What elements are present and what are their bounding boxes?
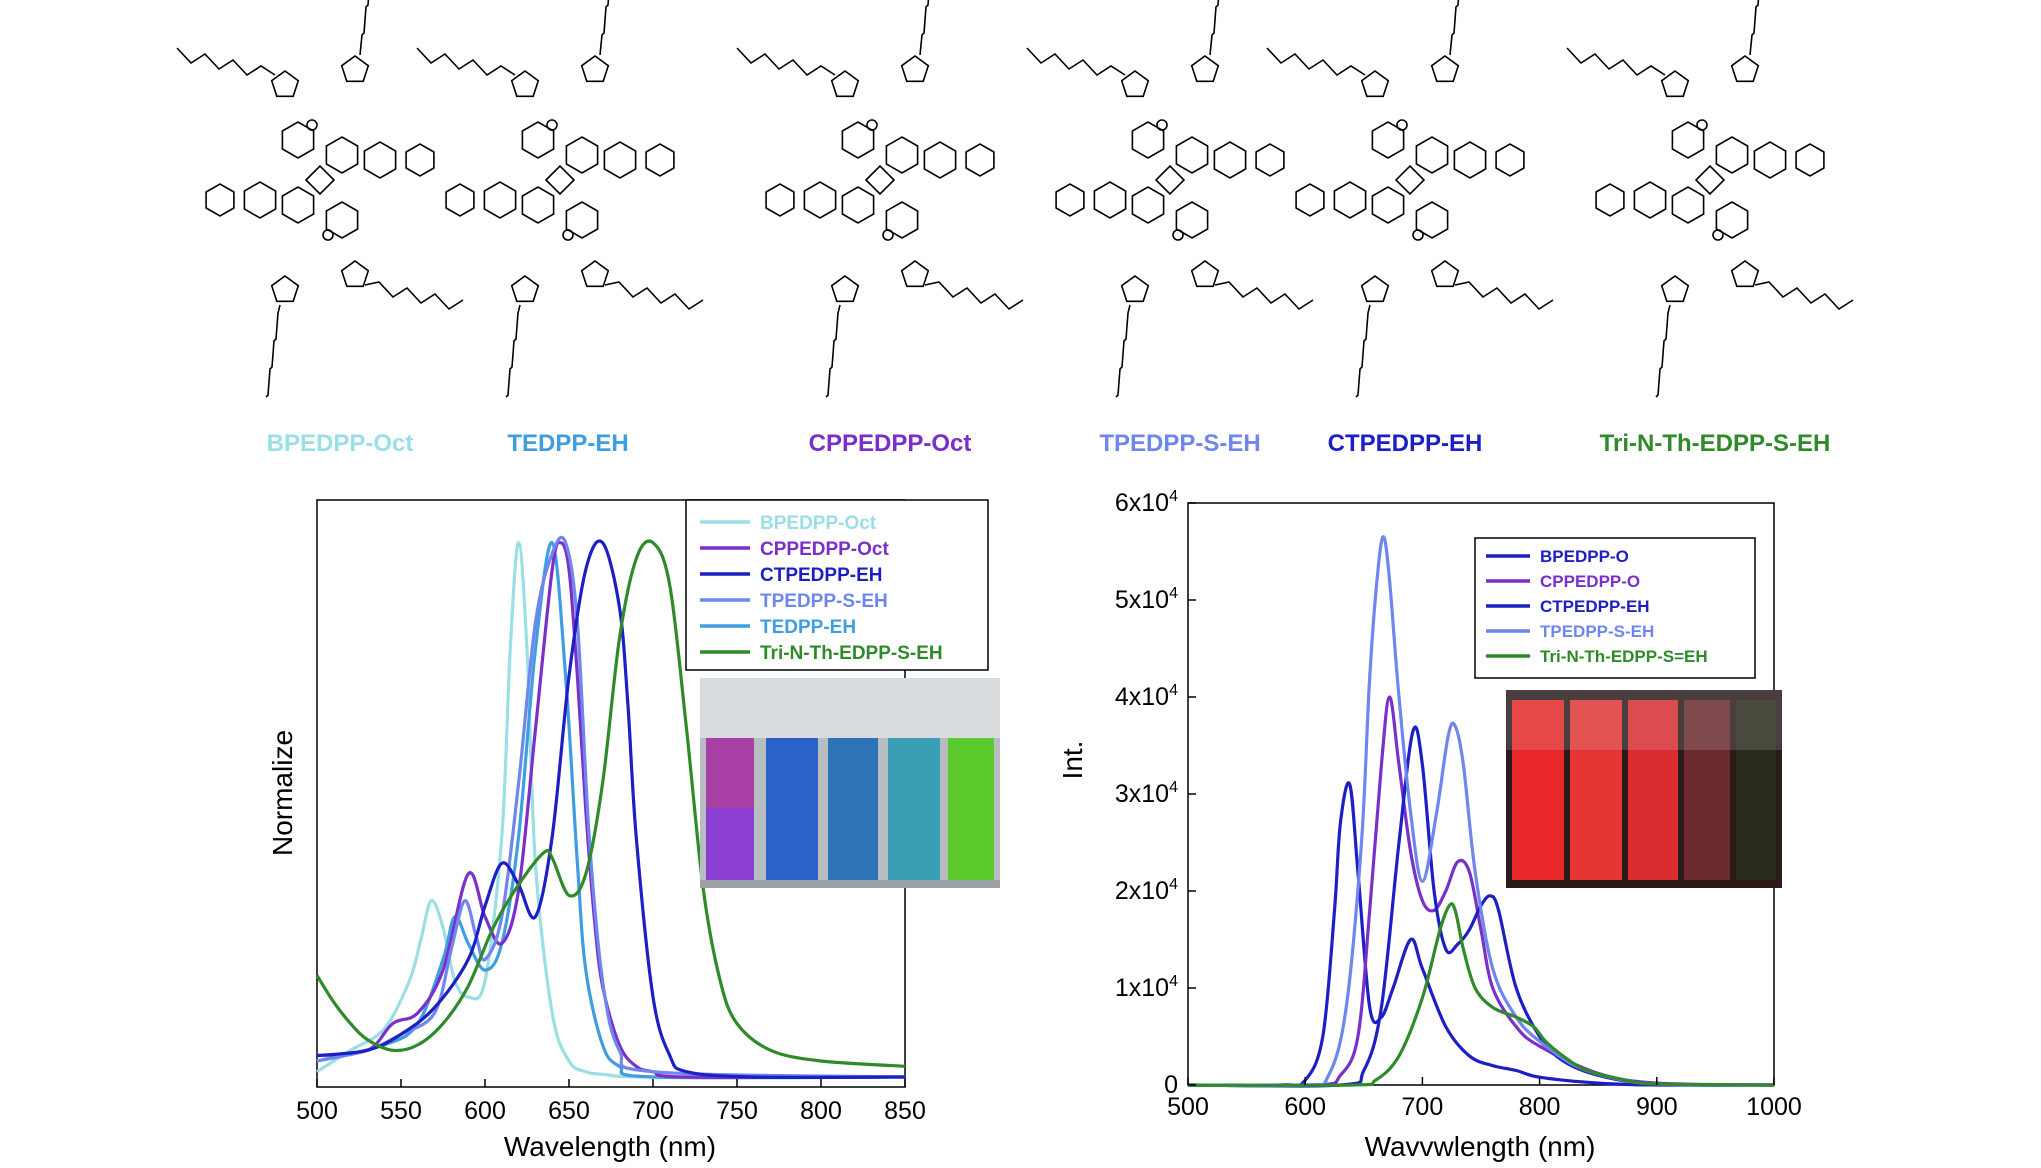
cuvette-5 [948, 738, 994, 880]
molecule-structure-4 [1026, 0, 1314, 398]
absorption-series-line [316, 541, 906, 1079]
absorption-series-line [316, 535, 906, 1079]
molecule-label: CTPEDPP-EH [1328, 430, 1483, 457]
y-tick-label: 2x104 [1115, 876, 1178, 905]
molecule-label: TPEDPP-S-EH [1099, 430, 1260, 457]
x-tick-label: 600 [1284, 1093, 1326, 1121]
y-tick-label: 4x104 [1115, 682, 1178, 711]
absorption-series-line [316, 539, 906, 1079]
molecule-label: Tri-N-Th-EDPP-S-EH [1600, 430, 1831, 457]
legend-label: BPEDPP-Oct [760, 513, 877, 534]
x-tick-label: 850 [884, 1097, 926, 1125]
x-tick-label: 800 [1519, 1093, 1561, 1121]
absorption-series-line [316, 541, 906, 1080]
x-tick-label: 550 [380, 1097, 422, 1125]
uv-cuvette-5 [1736, 700, 1776, 880]
y-tick-label: 3x104 [1115, 779, 1178, 808]
emission-series-line [1187, 535, 1775, 1088]
emission-series-line [1187, 781, 1775, 1087]
x-tick-label: 700 [1402, 1093, 1444, 1121]
molecule-structure-3 [736, 0, 1024, 398]
x-tick-label: 600 [464, 1097, 506, 1125]
emission-series-line [1187, 695, 1775, 1088]
x-tick-label: 700 [632, 1097, 674, 1125]
legend-label: TPEDPP-S-EH [760, 591, 888, 612]
legend-label: CPPEDPP-Oct [760, 539, 889, 560]
legend-label: Tri-N-Th-EDPP-S-EH [760, 643, 943, 664]
emission-inset-photo [1506, 690, 1782, 888]
y-tick-label: 5x104 [1115, 585, 1178, 614]
x-tick-label: 750 [716, 1097, 758, 1125]
legend-label: TPEDPP-S-EH [1540, 622, 1654, 641]
absorption-x-ticks: 500 550 600 650 700 750 800 850 [296, 1079, 926, 1125]
absorption-y-axis-title: Normalize [267, 730, 298, 856]
x-tick-label: 500 [1167, 1093, 1209, 1121]
emission-curves [1187, 535, 1775, 1088]
absorption-series-line [316, 540, 906, 1079]
legend-label: CTPEDPP-EH [1540, 597, 1650, 616]
x-tick-label: 500 [296, 1097, 338, 1125]
absorption-inset-photo [700, 678, 1000, 888]
emission-legend: BPEDPP-O CPPEDPP-O CTPEDPP-EH TPEDPP-S-EH Tr… [1474, 537, 1756, 679]
uv-cuvette-1 [1512, 700, 1564, 880]
molecule-structures: BPEDPP-Oct TEDPP-EH CPPEDPP-Oct TPEDPP-S-EH… [176, 0, 1854, 457]
uv-cuvette-3 [1628, 700, 1678, 880]
absorption-curves [315, 535, 906, 1080]
emission-chart: 500 600 700 800 900 1000 0 1x104 2x104 3x104 4x10… [1057, 488, 1802, 1162]
molecule-structure-6 [1566, 0, 1854, 398]
y-tick-label: 1x104 [1115, 973, 1178, 1002]
legend-label: CTPEDPP-EH [760, 565, 882, 586]
uv-cuvette-2 [1570, 700, 1622, 880]
absorption-x-axis-title: Wavelength (nm) [504, 1131, 716, 1162]
legend-label: Tri-N-Th-EDPP-S=EH [1540, 647, 1708, 666]
x-tick-label: 1000 [1746, 1093, 1802, 1121]
legend-label: BPEDPP-O [1540, 547, 1629, 566]
emission-y-axis-title: Int. [1057, 741, 1088, 780]
cuvette-3 [828, 738, 878, 880]
emission-y-ticks: 0 1x104 2x104 3x104 4x104 5x104 6x104 [1115, 488, 1196, 1099]
cuvette-4 [888, 738, 940, 880]
absorption-series-line [315, 539, 906, 1068]
x-tick-label: 650 [548, 1097, 590, 1125]
molecule-label: CPPEDPP-Oct [809, 430, 972, 457]
cuvette-2 [766, 738, 818, 880]
molecule-label: TEDPP-EH [507, 430, 628, 457]
y-tick-label: 0 [1164, 1071, 1178, 1099]
emission-x-ticks: 500 600 700 800 900 1000 [1167, 1077, 1802, 1121]
molecule-structure-1 [176, 0, 464, 398]
x-tick-label: 900 [1636, 1093, 1678, 1121]
molecule-structure-5 [1266, 0, 1554, 398]
legend-label: CPPEDPP-O [1540, 572, 1640, 591]
emission-x-axis-title: Wavvwlength (nm) [1365, 1131, 1596, 1162]
emission-series-line [1187, 902, 1775, 1087]
uv-cuvette-4 [1684, 700, 1730, 880]
x-tick-label: 800 [800, 1097, 842, 1125]
absorption-legend: BPEDPP-Oct CPPEDPP-Oct CTPEDPP-EH TPEDPP-S-… [685, 499, 989, 671]
y-tick-label: 6x104 [1115, 488, 1178, 517]
molecule-structure-2 [416, 0, 704, 398]
legend-label: TEDPP-EH [760, 617, 856, 638]
absorption-chart: 500 550 600 650 700 750 800 850 Wavelength (nm)… [267, 499, 1000, 1162]
molecule-label: BPEDPP-Oct [267, 430, 414, 457]
